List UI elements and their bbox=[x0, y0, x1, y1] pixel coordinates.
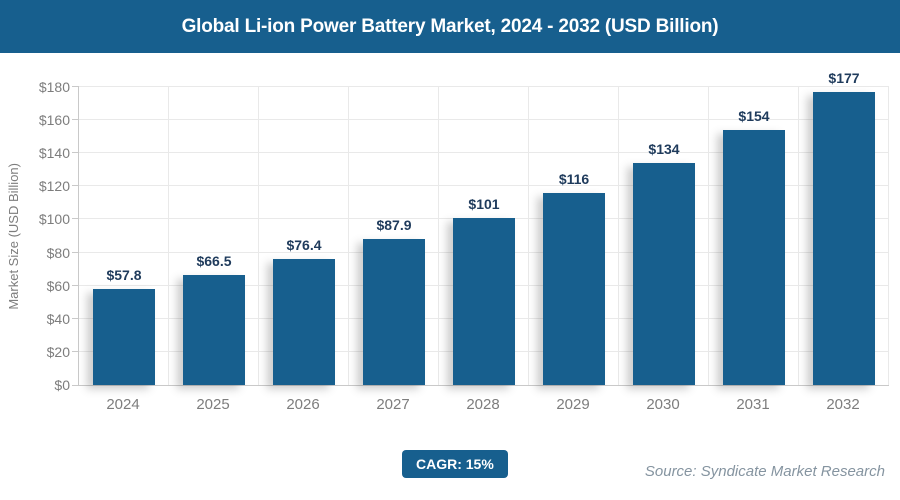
v-gridline bbox=[528, 87, 529, 385]
bar-value-label: $134 bbox=[648, 141, 680, 158]
bar-value-label: $177 bbox=[828, 69, 860, 86]
y-axis-tick-mark bbox=[72, 350, 79, 352]
bar-2024 bbox=[93, 289, 155, 385]
h-gridline bbox=[79, 119, 889, 121]
plot-area: $57.8 $66.5 $76.4 $87.9 $101 $116 $134 $154 $177 bbox=[72, 70, 889, 386]
x-tick-label: 2028 bbox=[466, 396, 500, 413]
v-gridline bbox=[708, 87, 709, 385]
y-axis-tick-mark bbox=[72, 218, 79, 220]
source-credit: Source: Syndicate Market Research bbox=[644, 463, 885, 480]
x-tick-label: 2032 bbox=[826, 396, 860, 413]
y-tick-label: $20 bbox=[46, 343, 70, 360]
bar-2027 bbox=[363, 239, 425, 385]
bar-value-label: $87.9 bbox=[376, 217, 412, 234]
cagr-badge: CAGR: 15% bbox=[402, 450, 508, 478]
y-tick-label: $40 bbox=[46, 310, 70, 327]
y-tick-label: $180 bbox=[38, 79, 70, 95]
y-axis-tick-mark bbox=[72, 251, 79, 253]
v-gridline bbox=[168, 87, 169, 385]
bar-2031 bbox=[723, 130, 785, 385]
chart-title: Global Li-ion Power Battery Market, 2024… bbox=[181, 15, 719, 37]
v-gridline bbox=[888, 87, 889, 385]
x-tick-label: 2026 bbox=[286, 396, 320, 413]
bar-2030 bbox=[633, 163, 695, 385]
y-axis-tick-mark bbox=[72, 317, 79, 319]
bar-2025 bbox=[183, 274, 245, 385]
x-tick-label: 2024 bbox=[106, 396, 140, 413]
v-gridline bbox=[618, 87, 619, 385]
bar-2028 bbox=[453, 217, 515, 385]
bar-value-label: $116 bbox=[558, 170, 590, 187]
h-gridline bbox=[79, 152, 889, 154]
v-gridline bbox=[258, 87, 259, 385]
x-axis-tick-labels: 2024 2025 2026 2027 2028 2029 2030 2031 2032 bbox=[78, 396, 888, 416]
y-axis-tick-mark bbox=[72, 152, 79, 154]
x-tick-label: 2030 bbox=[646, 396, 680, 413]
bar-2032 bbox=[813, 91, 875, 385]
y-axis-tick-mark bbox=[72, 185, 79, 187]
x-tick-label: 2025 bbox=[196, 396, 230, 413]
h-gridline bbox=[79, 86, 889, 87]
v-gridline bbox=[438, 87, 439, 385]
y-axis-tick-mark bbox=[72, 119, 79, 121]
bar-value-label: $101 bbox=[468, 195, 500, 212]
x-tick-label: 2027 bbox=[376, 396, 410, 413]
y-tick-label: $60 bbox=[46, 277, 70, 294]
y-axis-tick-mark bbox=[72, 284, 79, 286]
bar-2026 bbox=[273, 258, 335, 385]
y-axis-tick-labels: $0 $20 $40 $60 $80 $100 $120 $140 $160 $180 bbox=[0, 80, 70, 392]
y-axis-tick-mark bbox=[72, 86, 79, 87]
y-tick-label: $80 bbox=[46, 244, 70, 261]
v-gridline bbox=[798, 87, 799, 385]
y-tick-label: $0 bbox=[54, 377, 70, 393]
x-tick-label: 2031 bbox=[736, 396, 770, 413]
bar-value-label: $66.5 bbox=[196, 252, 232, 269]
bar-value-label: $57.8 bbox=[106, 267, 142, 284]
bar-2029 bbox=[543, 192, 605, 385]
y-tick-label: $120 bbox=[38, 178, 70, 195]
y-axis-tick-mark bbox=[72, 385, 79, 386]
bar-value-label: $76.4 bbox=[286, 236, 322, 253]
v-gridline bbox=[348, 87, 349, 385]
bar-value-label: $154 bbox=[738, 108, 770, 125]
chart-title-bar: Global Li-ion Power Battery Market, 2024… bbox=[0, 0, 900, 53]
h-gridline bbox=[79, 185, 889, 187]
y-tick-label: $100 bbox=[38, 211, 70, 228]
x-tick-label: 2029 bbox=[556, 396, 590, 413]
y-tick-label: $140 bbox=[38, 145, 70, 162]
y-tick-label: $160 bbox=[38, 112, 70, 129]
